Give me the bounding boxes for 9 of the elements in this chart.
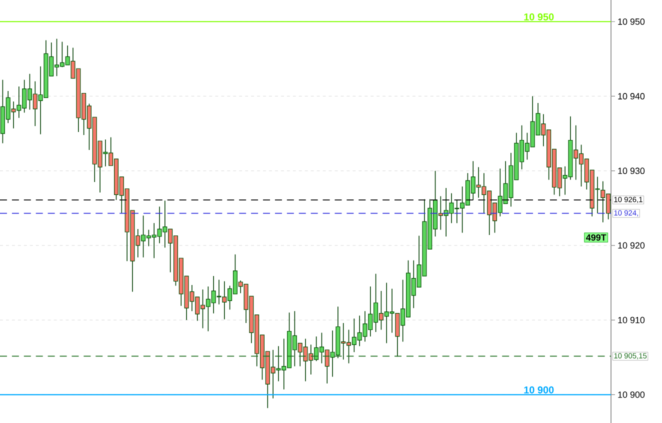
- ref-line-label: 10 900: [524, 386, 554, 394]
- y-tick-label: 10 920: [618, 242, 645, 249]
- y-tick-label: 10 900: [618, 391, 645, 398]
- ref-line-label: 10 950: [524, 13, 554, 20]
- y-tick-label: 10 910: [618, 316, 645, 324]
- y-tick-label: 10 930: [618, 168, 645, 174]
- y-tick-label: 10 950: [618, 18, 645, 25]
- y-tick-label: 10 940: [618, 93, 645, 100]
- annotation: 499T: [586, 234, 606, 241]
